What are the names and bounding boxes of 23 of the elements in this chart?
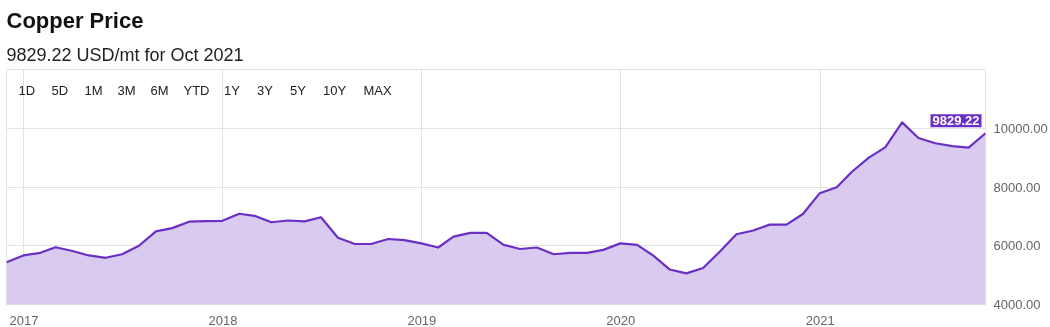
y-tick-label: 10000.00 <box>993 120 1048 136</box>
annotation: MAX <box>363 83 392 98</box>
x-tick-label: 2019 <box>407 312 437 327</box>
annotation: 1M <box>84 83 103 98</box>
chart-title: Copper Price <box>6 7 144 33</box>
annotation: 1D <box>18 83 36 98</box>
annotation: 10Y <box>323 83 347 98</box>
annotation: 5D <box>51 83 69 98</box>
data-label: 9829.22 <box>932 113 980 129</box>
x-tick-label: 2021 <box>805 312 835 327</box>
annotation: 3M <box>117 83 136 98</box>
x-tick-label: 2018 <box>208 312 238 327</box>
annotation: 6M <box>150 83 169 98</box>
y-tick-label: 8000.00 <box>993 179 1041 195</box>
x-tick-label: 2017 <box>9 312 39 327</box>
y-tick-label: 6000.00 <box>993 238 1041 254</box>
chart-subtitle: 9829.22 USD/mt for Oct 2021 <box>6 44 244 65</box>
annotation: 3Y <box>257 83 274 98</box>
x-tick-label: 2020 <box>606 312 636 327</box>
annotation: YTD <box>183 83 210 98</box>
annotation: 5Y <box>290 83 307 98</box>
y-tick-label: 4000.00 <box>993 297 1041 312</box>
annotation: 1Y <box>224 83 241 98</box>
